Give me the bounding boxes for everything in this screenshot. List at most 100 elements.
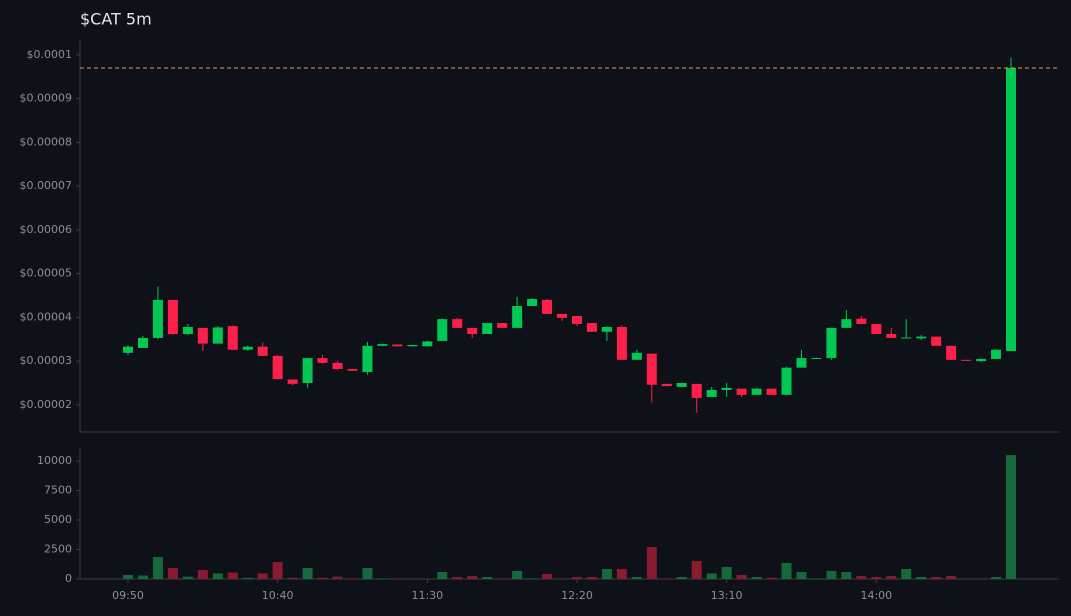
y-tick-label: $0.00002 bbox=[20, 398, 73, 411]
volume-bar bbox=[766, 577, 777, 579]
volume-bar bbox=[676, 576, 687, 579]
x-tick-label: 14:00 bbox=[860, 589, 892, 602]
volume-bar bbox=[302, 568, 313, 579]
y-tick-label: $0.00008 bbox=[20, 135, 73, 148]
volume-bar bbox=[317, 577, 328, 579]
volume-bar bbox=[616, 568, 627, 579]
candle-body bbox=[302, 358, 313, 383]
volume-bar bbox=[182, 576, 193, 579]
candle-body bbox=[706, 390, 717, 397]
x-tick-label: 12:20 bbox=[561, 589, 593, 602]
candle-body bbox=[197, 327, 208, 344]
volume-bar bbox=[751, 576, 762, 579]
candle-body bbox=[242, 346, 253, 350]
chart-title: $CAT 5m bbox=[80, 10, 152, 29]
volume-bar bbox=[197, 570, 208, 579]
volume-bar bbox=[452, 576, 463, 579]
volume-bar bbox=[856, 576, 867, 579]
volume-bar bbox=[706, 573, 717, 579]
volume-bar bbox=[931, 576, 942, 579]
candle-body bbox=[182, 327, 193, 334]
volume-bar bbox=[901, 568, 912, 579]
y-tick-label: $0.00005 bbox=[20, 267, 73, 280]
volume-bar bbox=[601, 568, 612, 579]
y-tick-label: $0.00003 bbox=[20, 354, 73, 367]
volume-bar bbox=[137, 575, 148, 579]
candle-body bbox=[586, 323, 597, 332]
candle-body bbox=[916, 336, 927, 339]
candle-body bbox=[392, 344, 403, 347]
volume-bar bbox=[796, 572, 807, 579]
y-tick-label: $0.00007 bbox=[20, 179, 73, 192]
candle-body bbox=[856, 318, 867, 324]
candle-body bbox=[407, 344, 418, 347]
candle-body bbox=[227, 326, 238, 350]
candle-body bbox=[601, 327, 612, 332]
candle-body bbox=[631, 352, 642, 360]
candle-body bbox=[542, 299, 553, 314]
candle-body bbox=[347, 369, 358, 371]
candle-body bbox=[332, 362, 343, 369]
y-tick-label: 10000 bbox=[37, 454, 72, 467]
candle-body bbox=[781, 367, 792, 395]
candle-body bbox=[362, 345, 373, 373]
candle-body bbox=[811, 358, 822, 360]
volume-bar bbox=[826, 570, 837, 579]
candle-body bbox=[557, 313, 568, 318]
volume-bar bbox=[482, 576, 493, 579]
candle-body bbox=[841, 319, 852, 328]
candle-body bbox=[961, 359, 972, 361]
volume-bar bbox=[736, 574, 747, 579]
y-tick-label: 5000 bbox=[44, 513, 72, 526]
y-tick-label: 7500 bbox=[44, 483, 72, 496]
y-tick-label: 2500 bbox=[44, 542, 72, 555]
candle-body bbox=[272, 355, 283, 380]
candle-body bbox=[751, 388, 762, 395]
y-tick-label: $0.0001 bbox=[27, 48, 73, 61]
volume-bar bbox=[571, 576, 582, 579]
candle-body bbox=[796, 358, 807, 368]
candle-body bbox=[467, 327, 478, 334]
volume-bar bbox=[841, 572, 852, 579]
volume-bar bbox=[287, 577, 298, 579]
candle-body bbox=[991, 349, 1002, 359]
candle-body bbox=[137, 337, 148, 348]
candle-body bbox=[422, 341, 433, 347]
volume-bar bbox=[1006, 455, 1016, 579]
volume-bar bbox=[242, 577, 253, 579]
volume-bar bbox=[227, 572, 238, 579]
y-tick-label: $0.00004 bbox=[20, 310, 73, 323]
candle-body bbox=[452, 319, 463, 328]
volume-bar bbox=[781, 562, 792, 579]
x-tick-label: 10:40 bbox=[262, 589, 294, 602]
candle-body bbox=[721, 387, 732, 390]
volume-bar bbox=[212, 573, 223, 579]
volume-bar bbox=[152, 557, 163, 579]
candle-body bbox=[661, 383, 672, 387]
volume-bar bbox=[916, 576, 927, 579]
candle-body bbox=[931, 336, 942, 346]
candle-body bbox=[317, 358, 328, 363]
volume-bar bbox=[347, 578, 358, 579]
volume-bar bbox=[512, 570, 523, 579]
candle-body bbox=[646, 353, 657, 385]
y-tick-label: $0.00009 bbox=[20, 92, 73, 105]
candle-body bbox=[736, 388, 747, 395]
candle-body bbox=[676, 383, 687, 387]
candle-body bbox=[512, 306, 523, 328]
volume-bar bbox=[527, 578, 538, 579]
volume-bar bbox=[631, 576, 642, 579]
volume-bar bbox=[392, 578, 403, 579]
volume-bar bbox=[497, 578, 508, 579]
candle-body bbox=[886, 334, 897, 338]
candle-body bbox=[946, 345, 957, 360]
candle-body bbox=[212, 327, 223, 344]
volume-bar bbox=[691, 560, 702, 579]
candle-body bbox=[826, 327, 837, 359]
candle-body bbox=[287, 379, 298, 384]
candle-body bbox=[1006, 68, 1016, 352]
candle-body bbox=[497, 323, 508, 328]
candle-body bbox=[123, 346, 133, 353]
